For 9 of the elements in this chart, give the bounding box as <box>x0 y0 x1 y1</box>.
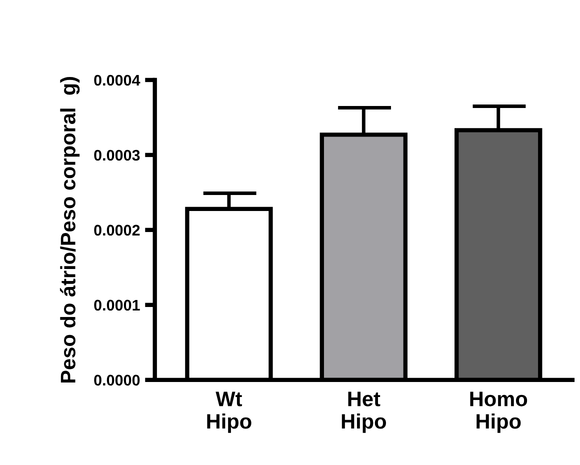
y-tick-label: 0.0004 <box>94 74 140 86</box>
y-axis-title: Peso do átrio/Peso corporal g) <box>60 77 80 383</box>
y-tick-label: 0.0003 <box>94 150 140 161</box>
x-tick-label: Wt Hipo <box>207 392 252 433</box>
y-tick-label: 0.0000 <box>94 374 140 386</box>
y-tick-label: 0.0002 <box>94 224 140 236</box>
x-tick-label: Het Hipo <box>342 392 386 433</box>
y-tick-label: 0.0001 <box>94 300 140 311</box>
x-tick-label: Homo Hipo <box>470 392 528 433</box>
